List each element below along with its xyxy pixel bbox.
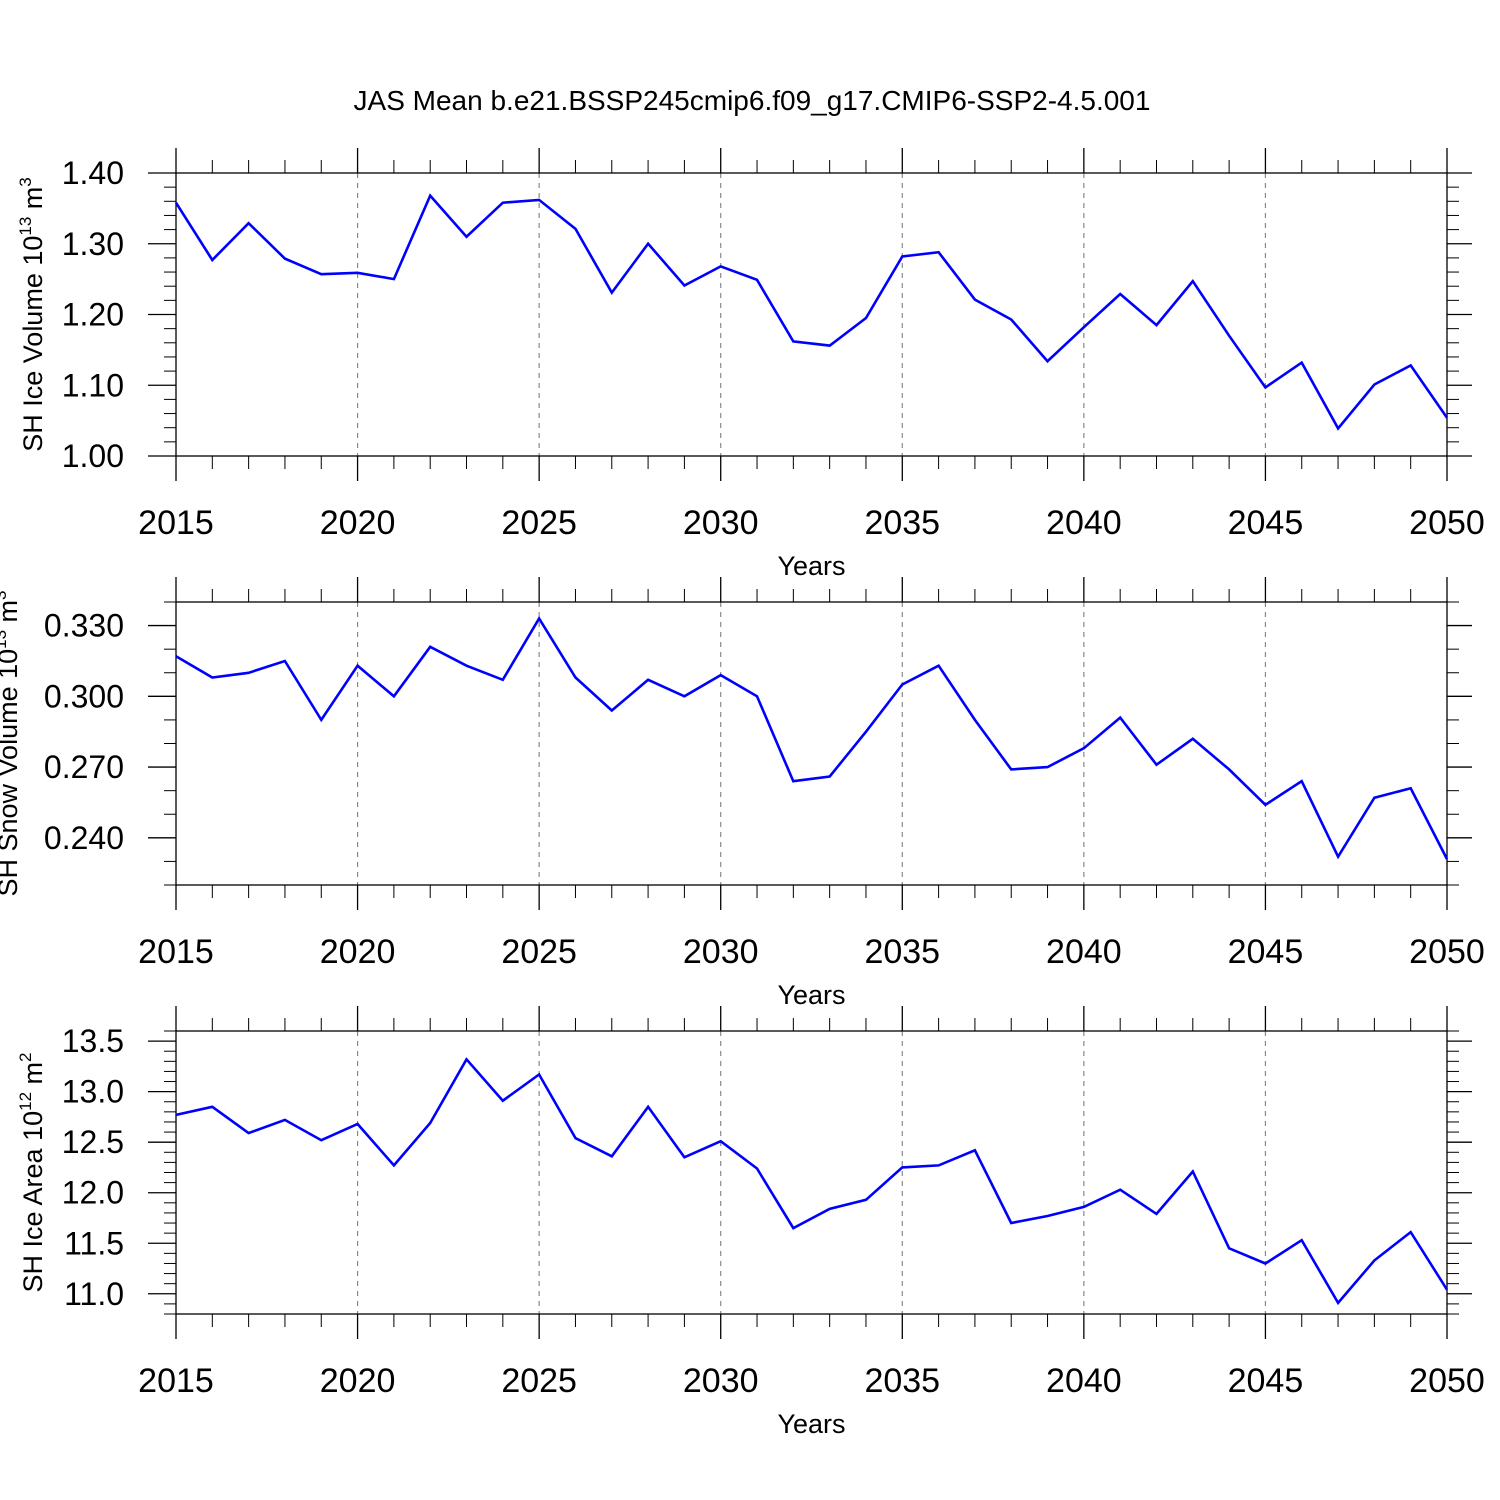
y-tick-label: 0.330 bbox=[44, 608, 124, 644]
x-tick-label: 2050 bbox=[1409, 504, 1485, 542]
x-tick-label: 2025 bbox=[501, 504, 577, 542]
x-tick-label: 2035 bbox=[864, 504, 940, 542]
y-tick-label: 11.5 bbox=[64, 1225, 124, 1261]
y-axis-title: SH Ice Volume 1013 m3 bbox=[16, 177, 48, 452]
plot-frame bbox=[175, 601, 1448, 886]
series-line-ice-volume bbox=[174, 193, 1449, 431]
x-tick-label: 2015 bbox=[138, 504, 214, 542]
y-tick-label: 0.270 bbox=[44, 749, 124, 785]
plot-frame bbox=[175, 172, 1448, 457]
x-tick-label: 2045 bbox=[1228, 504, 1304, 542]
y-tick-label: 0.240 bbox=[44, 820, 124, 856]
x-tick-label: 2040 bbox=[1046, 933, 1122, 971]
y-axis-title: SH Ice Area 1012 m2 bbox=[16, 1053, 48, 1293]
x-axis-title: Years bbox=[777, 980, 845, 1010]
plot-frame bbox=[175, 1030, 1448, 1315]
x-tick-label: 2045 bbox=[1228, 1362, 1304, 1400]
y-axis-title: SH Snow Volume 1013 m3 bbox=[0, 590, 23, 896]
x-tick-label: 2015 bbox=[138, 1362, 214, 1400]
x-tick-label: 2030 bbox=[683, 933, 759, 971]
y-tick-label: 1.40 bbox=[62, 155, 124, 191]
x-tick-label: 2025 bbox=[501, 1362, 577, 1400]
x-tick-label: 2035 bbox=[864, 933, 940, 971]
y-tick-label: 0.300 bbox=[44, 678, 124, 714]
x-tick-label: 2015 bbox=[138, 933, 214, 971]
x-tick-label: 2030 bbox=[683, 504, 759, 542]
y-tick-label: 13.0 bbox=[62, 1074, 124, 1110]
x-tick-label: 2045 bbox=[1228, 933, 1304, 971]
y-tick-label: 12.0 bbox=[62, 1175, 124, 1211]
x-tick-label: 2020 bbox=[320, 933, 396, 971]
y-tick-label: 1.20 bbox=[62, 297, 124, 333]
x-tick-label: 2040 bbox=[1046, 504, 1122, 542]
x-tick-label: 2020 bbox=[320, 1362, 396, 1400]
series-line-snow-volume bbox=[175, 615, 1449, 860]
x-tick-label: 2025 bbox=[501, 933, 577, 971]
y-tick-label: 12.5 bbox=[62, 1124, 124, 1160]
panel-ice-area: 2015 2020 2025 2030 2035 2040 2045 2050 11.0 11.5… bbox=[16, 1006, 1485, 1439]
x-tick-label: 2020 bbox=[320, 504, 396, 542]
y-tick-label: 13.5 bbox=[62, 1023, 124, 1059]
panel-ice-volume: 2015 2020 2025 2030 2035 2040 2045 2050 1.00 1.10… bbox=[16, 148, 1485, 581]
x-tick-label: 2050 bbox=[1409, 933, 1485, 971]
x-tick-label: 2035 bbox=[864, 1362, 940, 1400]
panel-snow-volume: 2015 2020 2025 2030 2035 2040 2045 2050 0.240 0.2… bbox=[0, 577, 1485, 1010]
x-axis-title: Years bbox=[777, 1409, 845, 1439]
y-tick-label: 1.10 bbox=[62, 367, 124, 403]
y-tick-label: 1.30 bbox=[62, 226, 124, 262]
x-axis-title: Years bbox=[777, 551, 845, 581]
series-line-ice-area bbox=[175, 1057, 1449, 1306]
figure-title: JAS Mean b.e21.BSSP245cmip6.f09_g17.CMIP… bbox=[354, 85, 1151, 116]
y-tick-label: 1.00 bbox=[62, 438, 124, 474]
x-tick-label: 2030 bbox=[683, 1362, 759, 1400]
panels: 2015 2020 2025 2030 2035 2040 2045 2050 1.00 1.10… bbox=[0, 148, 1485, 1439]
x-tick-label: 2050 bbox=[1409, 1362, 1485, 1400]
x-tick-label: 2040 bbox=[1046, 1362, 1122, 1400]
y-tick-label: 11.0 bbox=[64, 1276, 124, 1312]
